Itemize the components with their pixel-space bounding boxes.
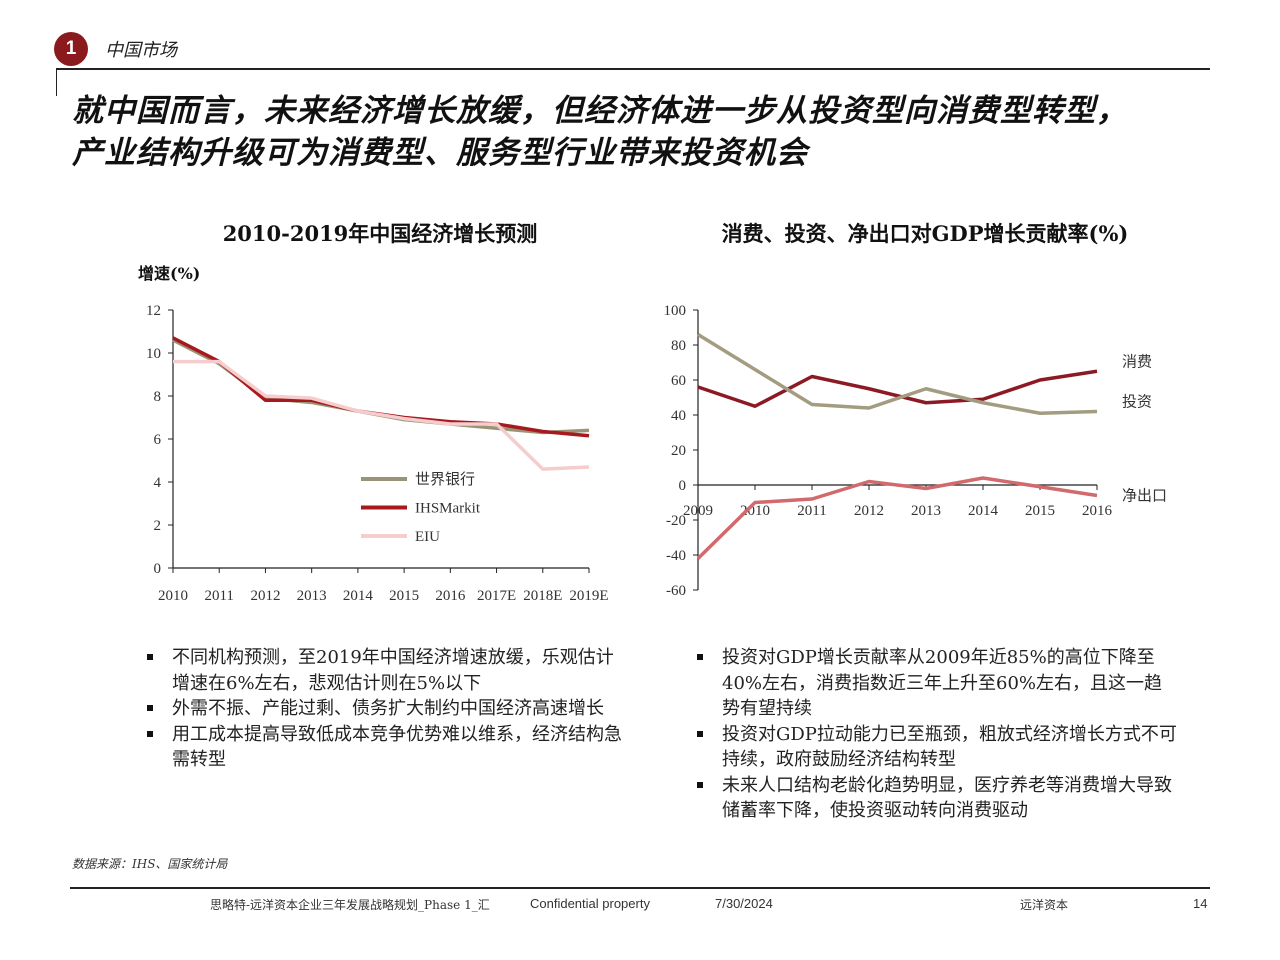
bullet-item: 投资对GDP拉动能力已至瓶颈，粗放式经济增长方式不可持续，政府鼓励经济结构转型 [697, 722, 1177, 773]
left-chart-ylabel: 增速(%) [138, 264, 201, 283]
x-tick-label: 2011 [797, 503, 826, 519]
y-tick-label: 100 [664, 303, 687, 319]
y-tick-label: -20 [666, 513, 686, 529]
title-line-1: 就中国而言，未来经济增长放缓，但经济体进一步从投资型向消费型转型， [72, 93, 1128, 129]
x-tick-label: 2019E [569, 588, 608, 604]
left-bullets: 不同机构预测，至2019年中国经济增速放缓，乐观估计增速在6%左右，悲观估计则在… [147, 645, 622, 773]
bullet-item: 不同机构预测，至2019年中国经济增速放缓，乐观估计增速在6%左右，悲观估计则在… [147, 645, 622, 696]
x-tick-label: 2011 [204, 588, 233, 604]
footer-company: 远洋资本 [1020, 898, 1069, 912]
legend-label: IHSMarkit [415, 501, 481, 517]
x-tick-label: 2009 [683, 503, 713, 519]
y-tick-label: 4 [154, 475, 162, 491]
right-bullets: 投资对GDP增长贡献率从2009年近85%的高位下降至40%左右，消费指数近三年… [697, 645, 1177, 824]
x-tick-label: 2010 [740, 503, 770, 519]
series-label: 净出口 [1122, 488, 1167, 505]
y-tick-label: 60 [671, 373, 686, 389]
header-divider-tick [56, 68, 57, 96]
bullet-item: 投资对GDP增长贡献率从2009年近85%的高位下降至40%左右，消费指数近三年… [697, 645, 1177, 722]
footer-confidential: Confidential property [530, 896, 650, 911]
footer-date: 7/30/2024 [715, 896, 773, 911]
footer-doc-name: 思略特-远洋资本企业三年发展战略规划_Phase 1_汇 [210, 898, 490, 912]
series-line-0 [697, 369, 1098, 408]
section-number-badge: 1 [54, 32, 88, 66]
x-tick-label: 2012 [854, 503, 884, 519]
x-tick-label: 2013 [911, 503, 941, 519]
legend-label: 世界银行 [415, 471, 475, 488]
x-tick-label: 2010 [158, 588, 188, 604]
series-line-1 [172, 336, 590, 438]
slide-title: 就中国而言，未来经济增长放缓，但经济体进一步从投资型向消费型转型， 产业结构升级… [72, 90, 1128, 174]
y-tick-label: 0 [154, 561, 162, 577]
header-divider [56, 68, 1210, 70]
y-tick-label: 8 [154, 389, 162, 405]
x-tick-label: 2012 [250, 588, 280, 604]
y-tick-label: 6 [154, 432, 162, 448]
y-tick-label: -40 [666, 548, 686, 564]
x-tick-label: 2015 [389, 588, 419, 604]
x-tick-label: 2013 [297, 588, 327, 604]
legend-label: EIU [415, 529, 440, 545]
bullet-item: 外需不振、产能过剩、债务扩大制约中国经济高速增长 [147, 696, 622, 722]
x-tick-label: 2014 [343, 588, 374, 604]
x-tick-label: 2015 [1025, 503, 1055, 519]
y-tick-label: 2 [154, 518, 162, 534]
right-chart-title: 消费、投资、净出口对GDP增长贡献率(%) [721, 221, 1129, 246]
y-tick-label: -60 [666, 583, 686, 599]
title-line-2: 产业结构升级可为消费型、服务型行业带来投资机会 [72, 135, 808, 171]
y-tick-label: 40 [671, 408, 686, 424]
section-label: 中国市场 [105, 40, 177, 61]
bullet-item: 用工成本提高导致低成本竞争优势难以维系，经济结构急需转型 [147, 722, 622, 773]
series-line-1 [697, 333, 1098, 415]
x-tick-label: 2018E [523, 588, 562, 604]
footer-page-number: 14 [1193, 896, 1208, 911]
x-tick-label: 2014 [968, 503, 999, 519]
data-source: 数据来源：IHS、国家统计局 [72, 857, 228, 871]
series-label: 投资 [1122, 394, 1152, 411]
series-line-2 [173, 359, 590, 471]
y-tick-label: 0 [679, 478, 687, 494]
x-tick-label: 2017E [477, 588, 516, 604]
y-tick-label: 12 [146, 303, 161, 319]
footer-divider [70, 887, 1210, 889]
series-label: 消费 [1122, 353, 1152, 370]
bullet-item: 未来人口结构老龄化趋势明显，医疗养老等消费增大导致储蓄率下降，使投资驱动转向消费… [697, 773, 1177, 824]
y-tick-label: 20 [671, 443, 686, 459]
left-chart-title: 2010-2019年中国经济增长预测 [222, 221, 538, 246]
y-tick-label: 10 [146, 346, 161, 362]
series-line-2 [696, 476, 1098, 560]
x-tick-label: 2016 [1082, 503, 1113, 519]
series-line-0 [172, 338, 590, 435]
y-tick-label: 80 [671, 338, 686, 354]
x-tick-label: 2016 [435, 588, 466, 604]
